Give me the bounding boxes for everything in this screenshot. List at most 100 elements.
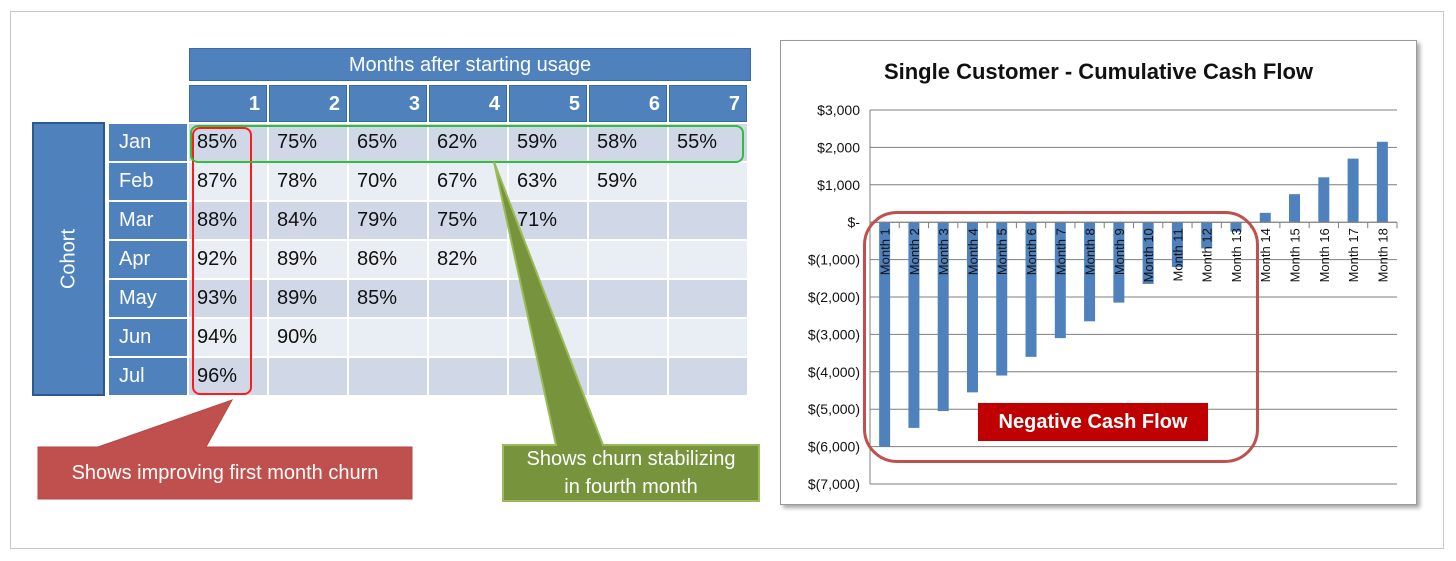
cohort-row-label: Jul [109, 358, 187, 395]
x-tick-label: Month 8 [1083, 228, 1098, 275]
retention-cell: 92% [189, 241, 267, 278]
bar-month-9 [1113, 222, 1125, 303]
month-col-3: 3 [349, 85, 427, 122]
x-tick-label: Month 12 [1200, 228, 1215, 282]
retention-cell: 62% [429, 124, 507, 161]
bar-month-4 [966, 222, 978, 393]
retention-cell [669, 358, 747, 395]
green-callout-text: Shows churn stabilizing in fourth month [503, 445, 759, 501]
bar-month-18 [1376, 141, 1388, 223]
cohort-row-label: Jan [109, 124, 187, 161]
retention-cell: 78% [269, 163, 347, 200]
retention-cell [429, 358, 507, 395]
retention-cell: 65% [349, 124, 427, 161]
y-tick-label: $(7,000) [808, 476, 860, 492]
y-tick-label: $(4,000) [808, 364, 860, 380]
y-tick-label: $(6,000) [808, 439, 860, 455]
month-col-4: 4 [429, 85, 507, 122]
retention-cell: 70% [349, 163, 427, 200]
bar-month-8 [1084, 222, 1096, 322]
y-tick-label: $- [848, 214, 861, 230]
x-tick-label: Month 6 [1024, 228, 1039, 275]
x-tick-label: Month 11 [1170, 228, 1185, 281]
x-tick-label: Month 2 [907, 228, 922, 275]
y-tick-label: $(3,000) [808, 326, 860, 342]
retention-cell: 82% [429, 241, 507, 278]
retention-cell: 86% [349, 241, 427, 278]
retention-cell [269, 358, 347, 395]
x-tick-label: Month 18 [1375, 228, 1390, 282]
retention-cell: 90% [269, 319, 347, 356]
bar-month-7 [1054, 222, 1066, 339]
retention-cell [669, 202, 747, 239]
retention-cell: 87% [189, 163, 267, 200]
retention-cell: 93% [189, 280, 267, 317]
cohort-row-label: Mar [109, 202, 187, 239]
retention-cell [349, 319, 427, 356]
retention-cell [589, 202, 667, 239]
month-col-6: 6 [589, 85, 667, 122]
bar-month-16 [1318, 177, 1330, 223]
retention-cell: 59% [509, 124, 587, 161]
retention-cell [429, 280, 507, 317]
retention-cell: 63% [509, 163, 587, 200]
chart-title: Single Customer - Cumulative Cash Flow [883, 59, 1314, 84]
retention-cell: 84% [269, 202, 347, 239]
retention-cell [429, 319, 507, 356]
bar-month-2 [908, 222, 920, 428]
green-callout-line1: Shows churn stabilizing [526, 448, 736, 470]
retention-cell [589, 358, 667, 395]
negative-cash-flow-label: Negative Cash Flow [978, 403, 1208, 441]
cohort-row-label: Apr [109, 241, 187, 278]
x-tick-label: Month 7 [1053, 228, 1068, 275]
bar-month-12 [1201, 222, 1213, 249]
bar-month-15 [1289, 194, 1301, 223]
y-tick-label: $3,000 [817, 102, 860, 118]
negative-region-outline [863, 211, 1259, 463]
retention-cell: 96% [189, 358, 267, 395]
x-tick-label: Month 10 [1141, 228, 1156, 282]
jan-row-highlight [190, 125, 744, 163]
bar-month-17 [1347, 158, 1359, 223]
retention-cell: 89% [269, 280, 347, 317]
retention-cell: 75% [269, 124, 347, 161]
x-tick-label: Month 15 [1288, 228, 1303, 282]
x-tick-label: Month 16 [1317, 228, 1332, 282]
y-tick-label: $(1,000) [808, 252, 860, 268]
month-col-2: 2 [269, 85, 347, 122]
y-tick-label: $(5,000) [808, 401, 860, 417]
retention-cell: 88% [189, 202, 267, 239]
green-callout-shape [493, 161, 760, 502]
y-tick-label: $(2,000) [808, 289, 860, 305]
retention-cell [589, 319, 667, 356]
retention-cell [589, 241, 667, 278]
bar-month-10 [1142, 222, 1154, 284]
retention-cell: 85% [349, 280, 427, 317]
y-tick-label: $1,000 [817, 177, 860, 193]
retention-cell: 75% [429, 202, 507, 239]
retention-cell [669, 241, 747, 278]
retention-cell: 94% [189, 319, 267, 356]
retention-cell: 79% [349, 202, 427, 239]
retention-cell [589, 280, 667, 317]
x-tick-label: Month 5 [995, 228, 1010, 275]
cohort-row-label: May [109, 280, 187, 317]
red-callout-shape [37, 399, 413, 500]
retention-cell: 67% [429, 163, 507, 200]
green-callout-line2: in fourth month [564, 476, 698, 498]
bar-month-1 [879, 222, 891, 447]
retention-cell [669, 163, 747, 200]
bar-month-3 [937, 222, 949, 412]
month-col-7: 7 [669, 85, 747, 122]
retention-cell [349, 358, 427, 395]
x-tick-label: Month 4 [965, 228, 980, 275]
x-tick-label: Month 3 [936, 228, 951, 275]
retention-cell: 59% [589, 163, 667, 200]
x-tick-label: Month 17 [1346, 228, 1361, 282]
cohort-row-label: Feb [109, 163, 187, 200]
x-tick-label: Month 14 [1258, 228, 1273, 282]
retention-cell: 55% [669, 124, 747, 161]
months-header: Months after starting usage [189, 48, 751, 81]
